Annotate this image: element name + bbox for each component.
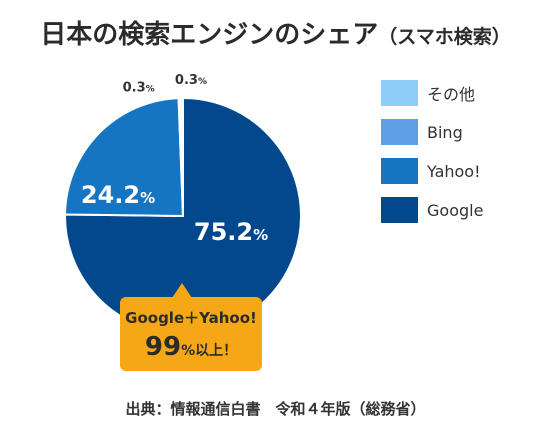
callout-arrow [172, 283, 192, 298]
slice-label-yahoo: 24.2% [81, 181, 155, 209]
slice-label-bing: 0.3% [123, 81, 155, 96]
callout-text: Google＋Yahoo! [125, 309, 257, 327]
legend-item-yahoo: Yahoo! [381, 158, 483, 184]
slice-label-other: 0.3% [175, 73, 207, 88]
legend-swatch [381, 119, 418, 145]
callout-value-line: 99%以上！ [120, 332, 262, 362]
legend-item-other: その他 [381, 80, 483, 106]
legend-item-bing: Bing [381, 119, 483, 145]
legend-label: その他 [427, 85, 476, 104]
chart-title-main: 日本の検索エンジンのシェア [40, 20, 379, 50]
legend-swatch [381, 80, 418, 106]
legend-label: Bing [427, 122, 463, 142]
chart-title: 日本の検索エンジンのシェア（スマホ検索） [0, 14, 551, 51]
legend-swatch [381, 197, 418, 223]
chart-legend: その他 Bing Yahoo! Google [381, 80, 483, 236]
callout-box: Google＋Yahoo! 99%以上！ [120, 297, 262, 371]
pie-slice-other [179, 96, 184, 217]
callout-suffix: %以上！ [181, 343, 238, 359]
source-note: 出典：情報通信白書 令和４年版（総務省） [125, 400, 426, 418]
chart-title-sub: （スマホ検索） [378, 26, 511, 48]
pie-slice-google [64, 96, 302, 335]
legend-item-google: Google [381, 197, 483, 223]
legend-label: Google [427, 200, 484, 220]
callout-value: 99 [144, 332, 182, 362]
legend-label: Yahoo! [427, 161, 481, 181]
slice-label-google: 75.2% [194, 218, 268, 246]
pie-slice-yahoo [63, 97, 185, 218]
legend-swatch [381, 158, 418, 184]
